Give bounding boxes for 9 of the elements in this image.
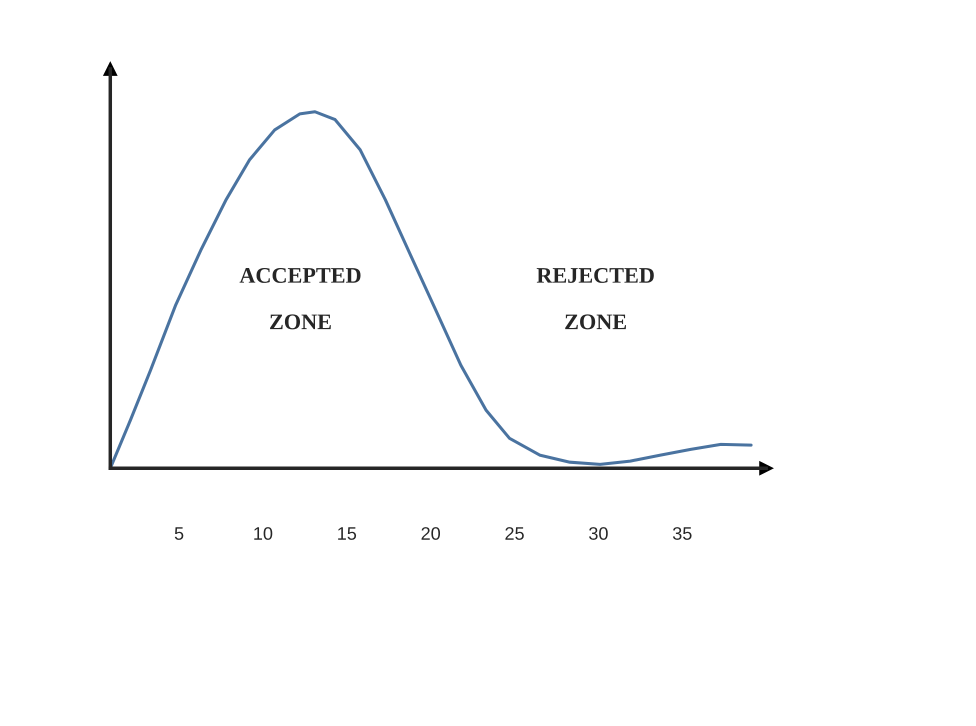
x-tick-label: 5 <box>174 527 184 540</box>
text: REJECTED ZONE <box>536 268 654 330</box>
x-tick-label: 25 <box>505 527 524 540</box>
text: ACCEPTED ZONE <box>240 268 361 330</box>
x-tick-label: 35 <box>672 527 692 540</box>
x-tick-label: 15 <box>338 527 356 540</box>
x-tick-label: 10 <box>254 527 272 540</box>
x-tick-label: 30 <box>589 527 608 540</box>
x-tick-label: 20 <box>422 527 440 540</box>
